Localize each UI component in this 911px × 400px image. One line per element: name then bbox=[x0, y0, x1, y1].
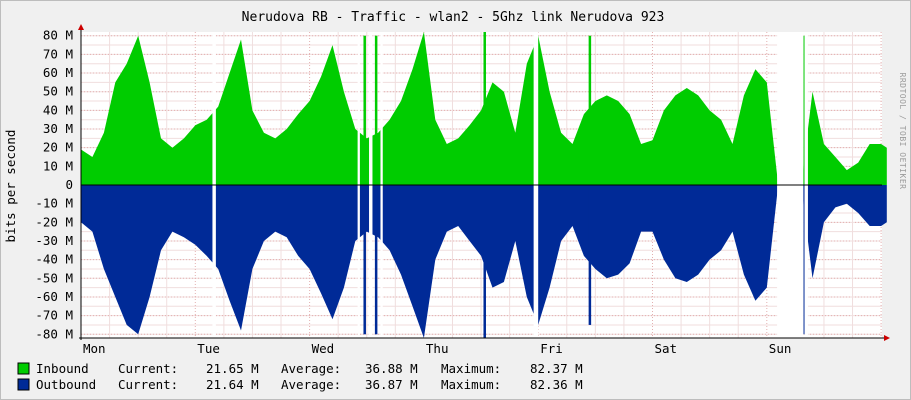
legend-series-name: Inbound bbox=[36, 361, 89, 376]
y-tick-label: 10 M bbox=[43, 158, 73, 173]
legend-average-label: Average: bbox=[281, 377, 341, 392]
legend-average-value: 36.87 M bbox=[365, 377, 418, 392]
x-tick-label: Thu bbox=[426, 341, 449, 356]
y-tick-label: -60 M bbox=[35, 289, 73, 304]
inbound-spike bbox=[483, 32, 486, 185]
chart-title: Nerudova RB - Traffic - wlan2 - 5Ghz lin… bbox=[242, 10, 665, 25]
y-tick-label: 40 M bbox=[43, 102, 73, 117]
legend-swatch-outbound bbox=[17, 378, 30, 391]
inbound-spike bbox=[374, 35, 378, 186]
y-axis-arrow bbox=[78, 24, 84, 30]
axes bbox=[78, 24, 890, 341]
x-tick-label: Sun bbox=[769, 341, 792, 356]
y-tick-label: 0 bbox=[65, 177, 73, 192]
y-tick-label: -50 M bbox=[35, 270, 73, 285]
y-tick-label: 30 M bbox=[43, 121, 73, 136]
legend-current-value: 21.65 M bbox=[206, 361, 259, 376]
legend-maximum-value: 82.37 M bbox=[530, 361, 583, 376]
outbound-spike bbox=[363, 185, 366, 335]
x-tick-labels: Mon Tue Wed Thu Fri Sat Sun bbox=[83, 341, 791, 356]
inbound-spike bbox=[363, 35, 366, 186]
y-tick-label: -30 M bbox=[35, 233, 73, 248]
x-axis-arrow bbox=[884, 335, 890, 341]
y-tick-label: 60 M bbox=[43, 65, 73, 80]
legend-current-value: 21.64 M bbox=[206, 377, 259, 392]
legend-maximum-label: Maximum: bbox=[441, 377, 501, 392]
y-tick-label: -70 M bbox=[35, 308, 73, 323]
x-tick-label: Sat bbox=[655, 341, 678, 356]
legend-swatch-inbound bbox=[17, 362, 30, 375]
x-tick-label: Tue bbox=[197, 341, 220, 356]
y-tick-label: -10 M bbox=[35, 196, 73, 211]
y-tick-label: -20 M bbox=[35, 214, 73, 229]
y-tick-label: 80 M bbox=[43, 28, 73, 43]
legend-current-label: Current: bbox=[118, 361, 178, 376]
legend-maximum-label: Maximum: bbox=[441, 361, 501, 376]
legend: Inbound Current: 21.65 M Average: 36.88 M Max… bbox=[17, 361, 583, 392]
y-tick-label: -80 M bbox=[35, 326, 73, 341]
y-axis-label: bits per second bbox=[3, 130, 18, 243]
x-tick-label: Mon bbox=[83, 341, 106, 356]
outbound-spike bbox=[483, 185, 486, 338]
rrdtool-watermark: RRDTOOL / TOBI OETIKER bbox=[898, 73, 907, 190]
x-tick-label: Fri bbox=[540, 341, 563, 356]
y-tick-label: 50 M bbox=[43, 84, 73, 99]
legend-maximum-value: 82.36 M bbox=[530, 377, 583, 392]
legend-average-value: 36.88 M bbox=[365, 361, 418, 376]
legend-current-label: Current: bbox=[118, 377, 178, 392]
legend-average-label: Average: bbox=[281, 361, 341, 376]
legend-series-name: Outbound bbox=[36, 377, 96, 392]
y-tick-label: 20 M bbox=[43, 140, 73, 155]
y-tick-label: 70 M bbox=[43, 46, 73, 61]
y-tick-label: -40 M bbox=[35, 252, 73, 267]
y-tick-labels: 80 M 70 M 60 M 50 M 40 M 30 M 20 M 10 M 0 -10 M -2… bbox=[35, 28, 73, 342]
outbound-spike bbox=[374, 185, 378, 335]
x-tick-label: Wed bbox=[312, 341, 335, 356]
inbound-spike bbox=[588, 35, 592, 186]
outbound-spike bbox=[588, 185, 592, 325]
